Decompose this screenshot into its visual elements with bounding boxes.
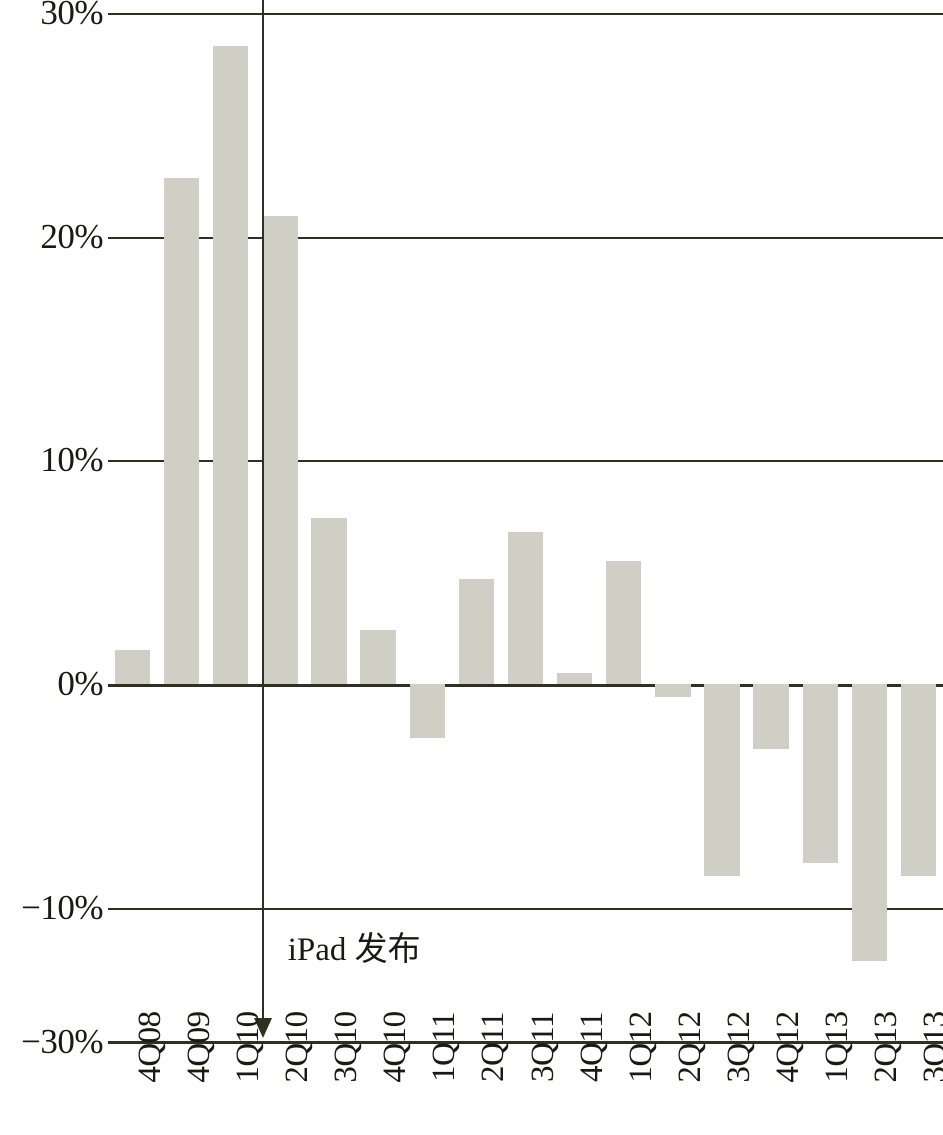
x-tick-2q12: 2Q12 — [651, 1011, 708, 1135]
x-tick-4q10: 4Q10 — [356, 1011, 413, 1135]
bar-1q12 — [606, 560, 642, 684]
x-tick-4q11: 4Q11 — [553, 1012, 610, 1135]
bar-3q12 — [704, 684, 740, 877]
y-tick-0: 0% — [57, 664, 103, 703]
y-tick-neg30: −30% — [21, 1022, 103, 1061]
bar-2q12 — [655, 684, 691, 698]
bar-4q11 — [556, 672, 593, 684]
bar-2q10 — [262, 216, 298, 684]
x-tick-3q12: 3Q12 — [700, 1011, 757, 1135]
bar-4q08 — [114, 650, 151, 684]
x-tick-4q12: 4Q12 — [749, 1011, 806, 1135]
y-axis-tick-labels: 30% 20% 10% 0% −10% −30% — [0, 0, 103, 1059]
x-tick-1q12: 1Q12 — [602, 1011, 659, 1135]
x-tick-2q10: 2Q10 — [258, 1011, 315, 1135]
bars-layer — [108, 0, 943, 1042]
zero-axis-line — [108, 684, 943, 687]
plot-area: iPad 发布 — [108, 0, 943, 1044]
y-tick-10: 10% — [40, 440, 103, 479]
bar-1q13 — [802, 684, 838, 863]
x-tick-label: 3Q13 — [917, 1011, 943, 1083]
bar-2q13 — [851, 684, 887, 962]
bar-1q11 — [409, 684, 445, 738]
ipad-launch-label: iPad 发布 — [287, 932, 421, 968]
y-tick-30: 30% — [40, 0, 103, 32]
x-tick-3q13: 3Q13 — [896, 1011, 943, 1135]
y-tick-neg10: −10% — [21, 888, 103, 927]
bar-1q10 — [213, 46, 249, 684]
bar-4q09 — [163, 178, 200, 684]
gridline-20 — [108, 237, 943, 239]
x-tick-2q11: 2Q11 — [454, 1012, 511, 1135]
bar-4q12 — [753, 684, 789, 749]
x-tick-1q11: 1Q11 — [405, 1012, 462, 1135]
x-axis-tick-labels: 4Q08 4Q09 1Q10 2Q10 3Q10 4Q10 1Q11 2Q11 3Q11 4Q11… — [108, 1011, 943, 1135]
bar-3q10 — [311, 518, 347, 684]
ipad-launch-line — [261, 0, 264, 1022]
x-axis-line — [108, 1041, 943, 1044]
x-tick-1q13: 1Q13 — [798, 1011, 855, 1135]
x-tick-4q08: 4Q08 — [111, 1011, 168, 1135]
bar-3q13 — [900, 684, 937, 877]
gridline-30 — [108, 13, 943, 15]
x-tick-4q09: 4Q09 — [160, 1011, 217, 1135]
bar-4q10 — [360, 630, 396, 684]
y-tick-20: 20% — [40, 217, 103, 256]
gridline-10 — [108, 460, 943, 462]
bar-3q11 — [507, 531, 544, 684]
gridline-neg10 — [108, 908, 943, 910]
ipad-launch-arrow-icon — [253, 1018, 272, 1038]
x-tick-2q13: 2Q13 — [847, 1011, 904, 1135]
x-tick-1q10: 1Q10 — [209, 1011, 266, 1135]
x-tick-3q11: 3Q11 — [504, 1012, 561, 1135]
bar-2q11 — [458, 578, 495, 684]
x-tick-3q10: 3Q10 — [307, 1011, 364, 1135]
